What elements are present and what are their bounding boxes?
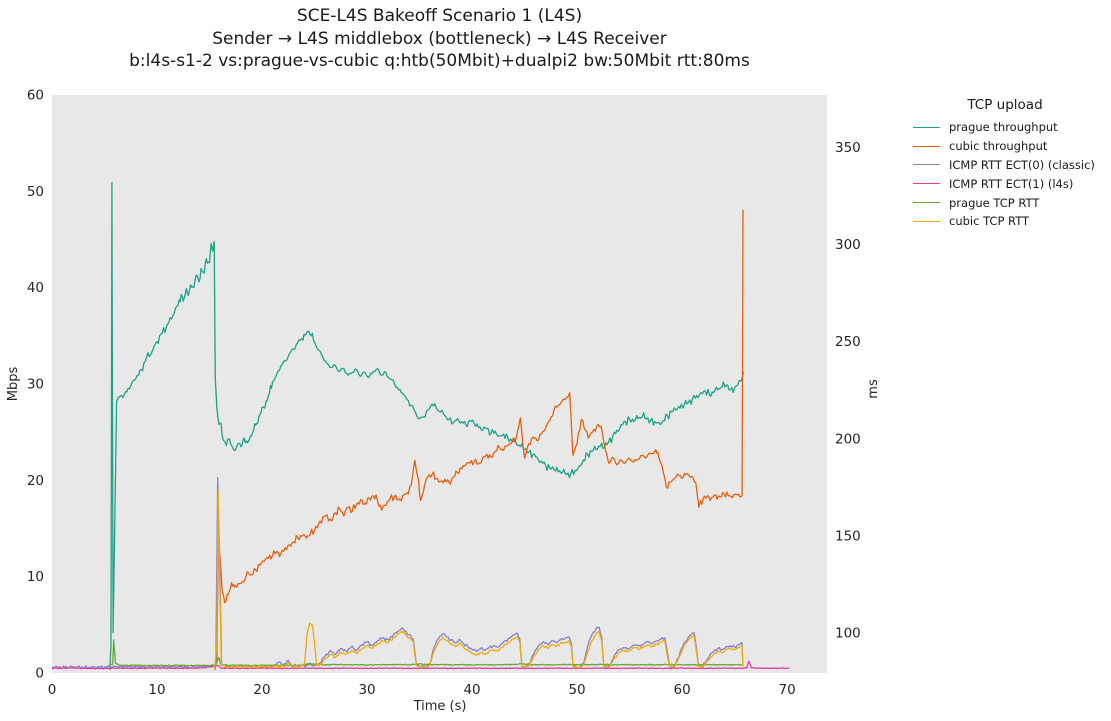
y-right-tick-label: 100 xyxy=(835,625,861,641)
chart-title-line1: SCE-L4S Bakeoff Scenario 1 (L4S) xyxy=(296,6,583,26)
x-tick-label: 20 xyxy=(253,682,270,698)
y-right-tick-label: 250 xyxy=(835,334,861,350)
legend-entry-label: ICMP RTT ECT(1) (l4s) xyxy=(949,176,1074,191)
y-left-tick-label: 0 xyxy=(35,666,44,682)
legend-title: TCP upload xyxy=(967,97,1043,113)
y-left-tick-label: 50 xyxy=(27,184,44,200)
legend-swatch xyxy=(913,202,940,204)
legend-entry: prague throughput xyxy=(899,118,1111,137)
x-tick-label: 40 xyxy=(463,682,480,698)
legend-swatch xyxy=(913,126,940,128)
legend-entries: prague throughput cubic throughput ICMP RT… xyxy=(899,118,1111,231)
legend-entry-label: prague throughput xyxy=(949,120,1058,135)
legend-entry: ICMP RTT ECT(0) (classic) xyxy=(899,156,1111,175)
plot-background xyxy=(52,95,827,673)
y-right-axis-label: ms xyxy=(866,379,881,399)
y-left-axis-label: Mbps xyxy=(6,367,21,402)
x-axis-label: Time (s) xyxy=(413,699,467,714)
series-lines xyxy=(51,182,790,671)
legend-swatch xyxy=(913,145,940,147)
legend-swatch xyxy=(913,220,940,222)
legend-entry-label: ICMP RTT ECT(0) (classic) xyxy=(949,157,1095,172)
x-tick-label: 60 xyxy=(673,682,690,698)
legend-entry: prague TCP RTT xyxy=(899,193,1111,212)
y-right-tick-label: 300 xyxy=(835,237,861,253)
x-tick-label: 70 xyxy=(779,682,796,698)
y-left-tick-label: 40 xyxy=(27,280,44,296)
chart-title-block: SCE-L4S Bakeoff Scenario 1 (L4S) Sender … xyxy=(52,5,827,73)
series-line-cubic-tcp-rtt xyxy=(214,490,744,669)
chart-title-line3: b:l4s-s1-2 vs:prague-vs-cubic q:htb(50Mb… xyxy=(129,51,750,71)
legend-entry-label: prague TCP RTT xyxy=(949,195,1040,210)
x-tick-label: 10 xyxy=(148,682,165,698)
y-left-tick-labels: 0 10 20 30 40 50 60 xyxy=(27,88,44,682)
x-tick-label: 30 xyxy=(358,682,375,698)
legend-entry: cubic TCP RTT xyxy=(899,212,1111,231)
y-right-tick-label: 350 xyxy=(835,140,861,156)
series-line-icmp-rtt-ect-1-l4s xyxy=(51,660,790,670)
x-tick-label: 50 xyxy=(568,682,585,698)
legend-entry: cubic throughput xyxy=(899,137,1111,156)
y-left-tick-label: 10 xyxy=(27,569,44,585)
legend-swatch xyxy=(913,183,940,185)
y-left-tick-label: 30 xyxy=(27,377,44,393)
y-right-tick-label: 150 xyxy=(835,528,861,544)
series-line-prague-throughput xyxy=(109,182,745,671)
y-right-tick-label: 200 xyxy=(835,431,861,447)
legend-swatch xyxy=(913,164,940,166)
x-tick-label: 0 xyxy=(48,682,57,698)
y-right-tick-labels: 100 150 200 250 300 350 xyxy=(835,140,861,642)
x-tick-labels: 0 10 20 30 40 50 60 70 xyxy=(48,682,796,698)
legend-entry-label: cubic throughput xyxy=(949,139,1048,154)
legend-entry: ICMP RTT ECT(1) (l4s) xyxy=(899,174,1111,193)
y-left-tick-label: 60 xyxy=(27,88,44,104)
chart-title-line2: Sender → L4S middlebox (bottleneck) → L4… xyxy=(212,28,667,49)
series-line-cubic-throughput xyxy=(214,209,744,671)
legend: TCP upload prague throughput cubic throug… xyxy=(899,97,1111,231)
y-left-tick-label: 20 xyxy=(27,473,44,489)
legend-entry-label: cubic TCP RTT xyxy=(949,214,1030,229)
